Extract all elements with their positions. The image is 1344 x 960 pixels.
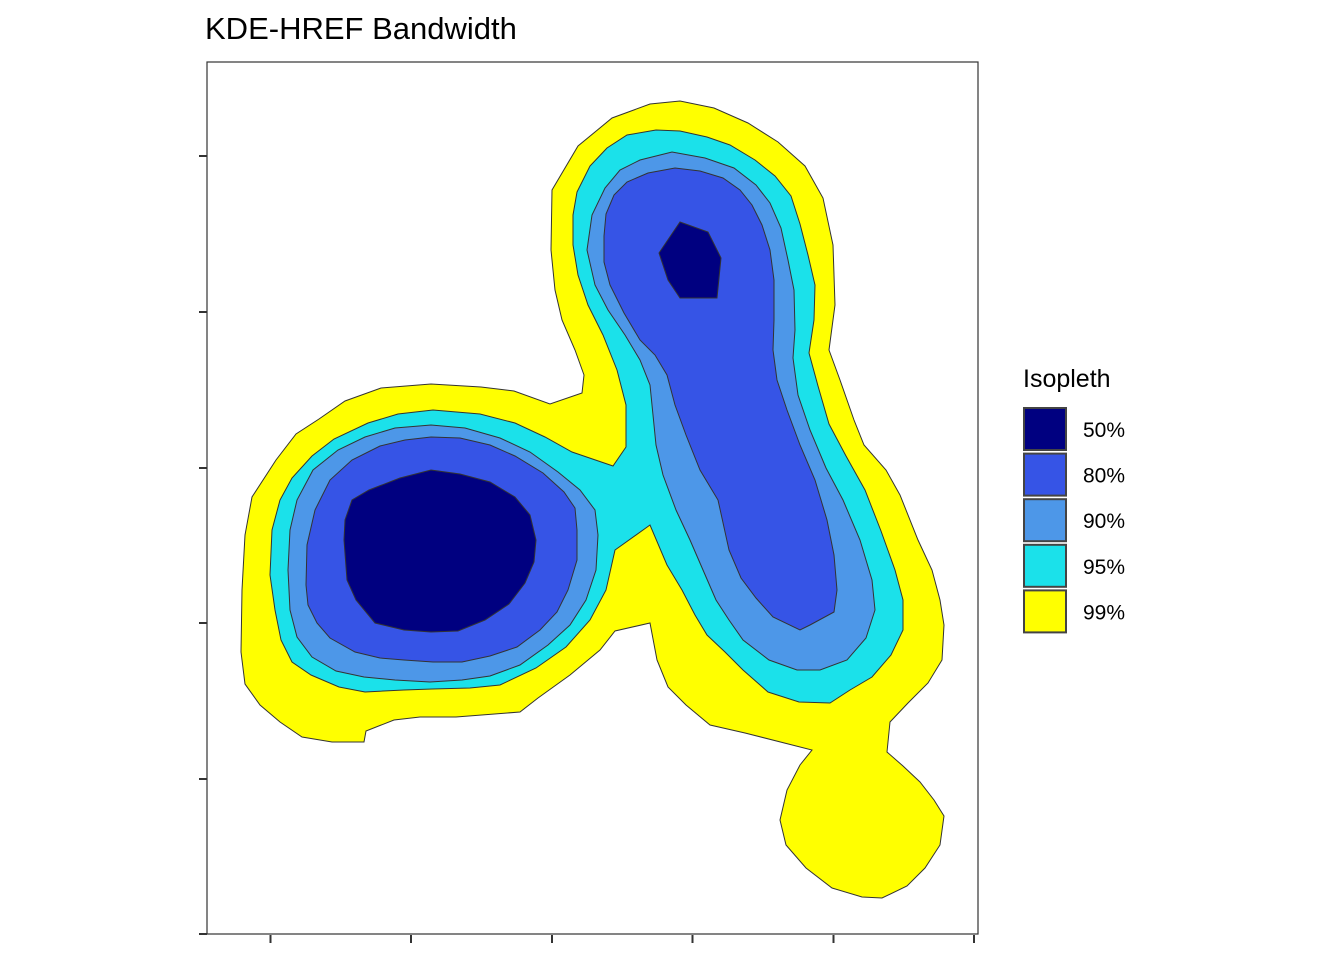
- legend-label-90: 90%: [1083, 510, 1125, 533]
- legend-label-99: 99%: [1083, 601, 1125, 624]
- legend: Isopleth 50% 80% 90% 95% 99%: [1023, 365, 1125, 634]
- x-axis-ticks: [269, 935, 975, 943]
- chart-title: KDE-HREF Bandwidth: [205, 11, 517, 46]
- isopleth-50-region: [343, 221, 722, 633]
- legend-label-95: 95%: [1083, 556, 1125, 579]
- legend-label-80: 80%: [1083, 465, 1125, 488]
- legend-swatch-99: [1023, 589, 1067, 634]
- legend-swatch-95: [1023, 543, 1067, 588]
- legend-swatch-50: [1023, 407, 1067, 451]
- legend-swatch-80: [1023, 452, 1067, 497]
- legend-label-50: 50%: [1083, 419, 1125, 442]
- legend-swatch-90: [1023, 498, 1067, 543]
- legend-items: 50% 80% 90% 95% 99%: [1023, 407, 1125, 634]
- legend-title: Isopleth: [1023, 365, 1111, 393]
- contour-layer: [240, 100, 945, 899]
- y-axis-ticks: [199, 155, 207, 935]
